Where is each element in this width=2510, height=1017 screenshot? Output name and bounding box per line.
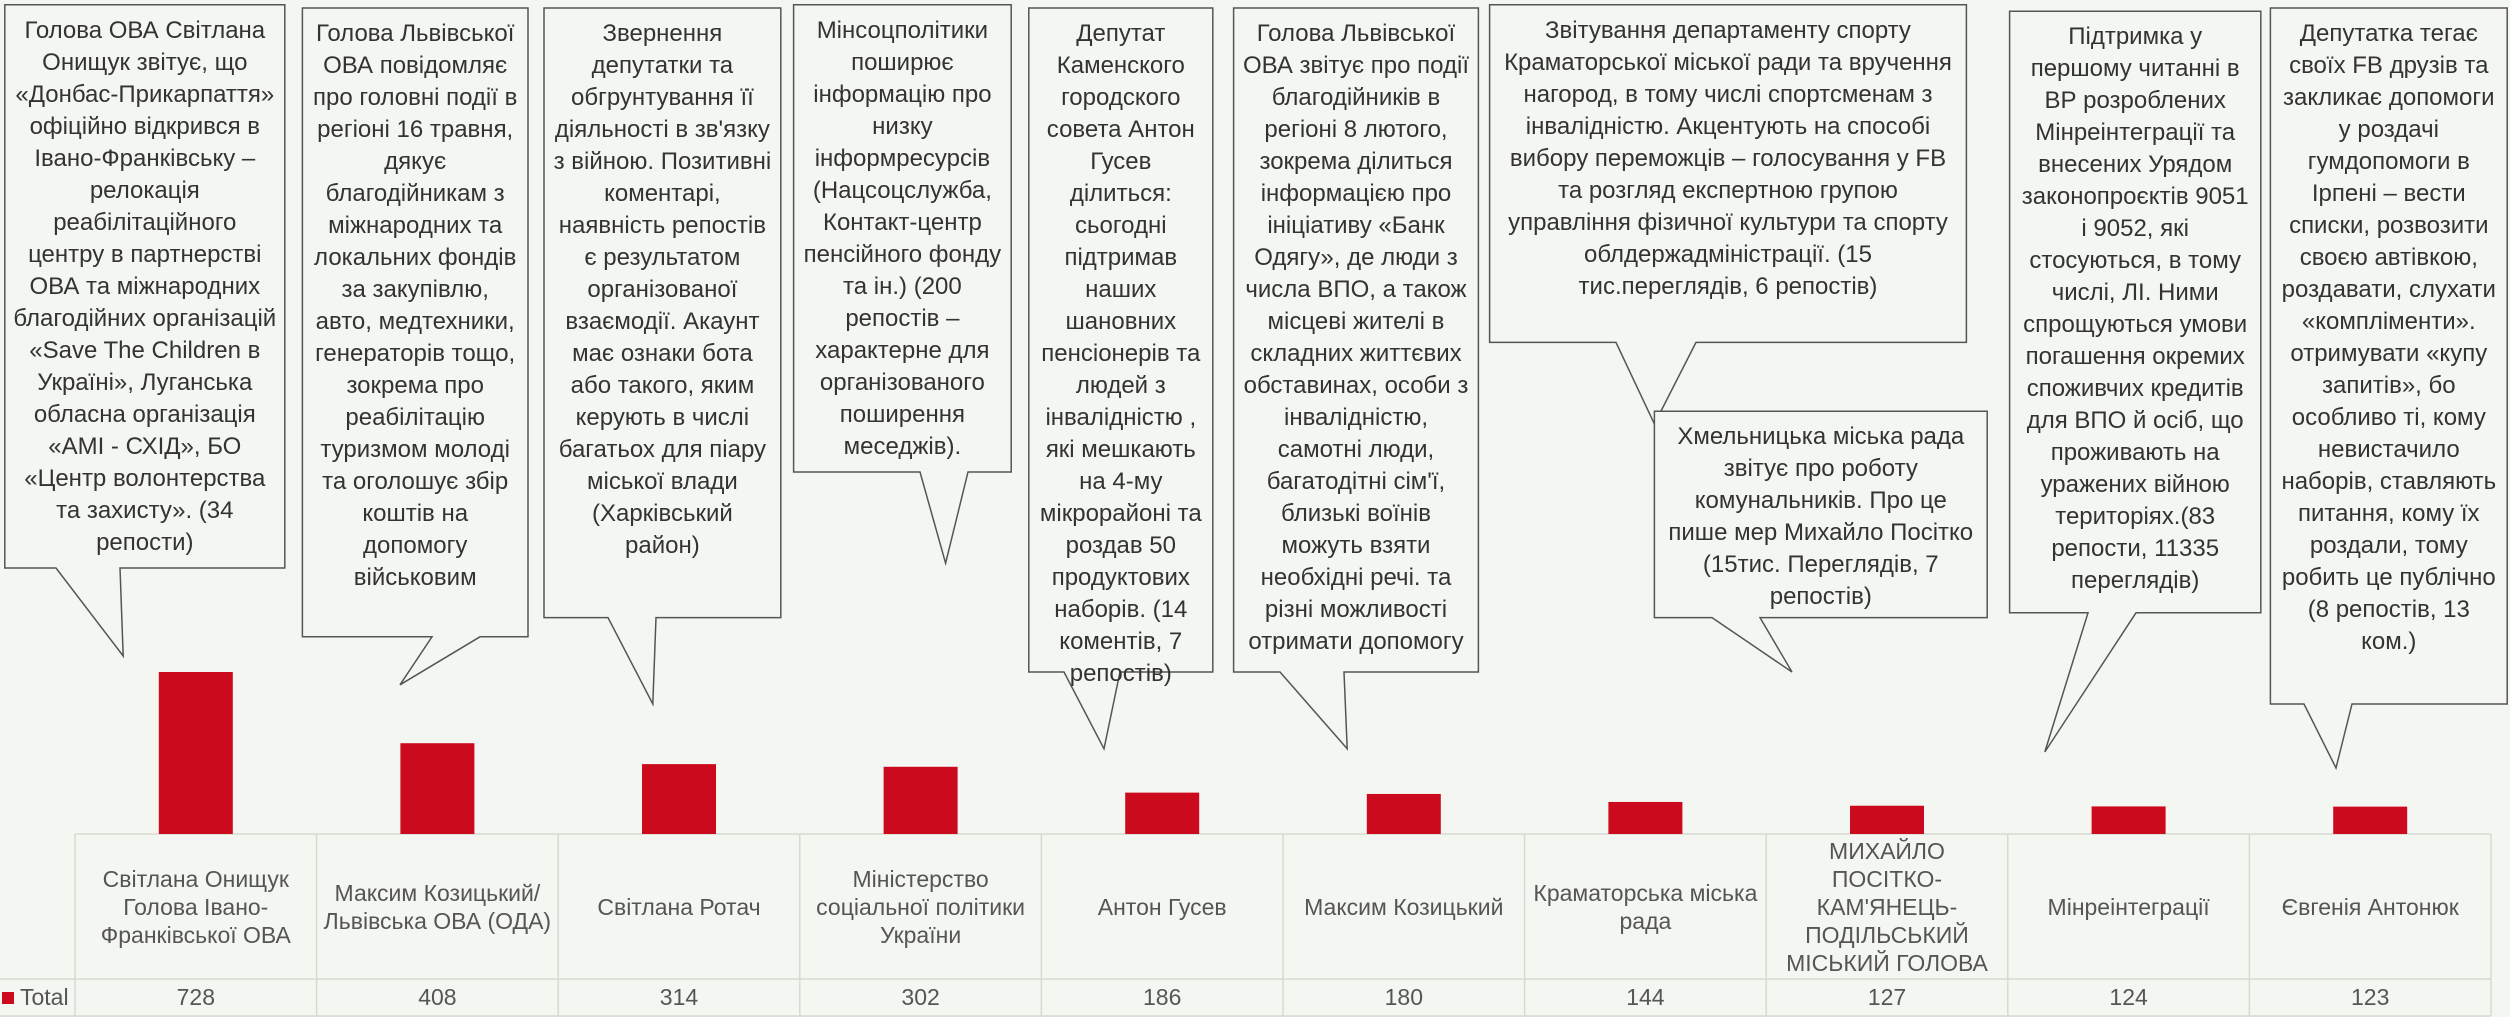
- bar: [400, 743, 475, 834]
- bar: [642, 764, 716, 834]
- callout-box: [4, 4, 286, 659]
- bar: [2333, 806, 2408, 834]
- legend-label: Total: [20, 984, 69, 1010]
- callout-box: [1488, 4, 1968, 426]
- value-label: 144: [1626, 984, 1665, 1010]
- callout-text: Голова Львівської ОВА повідомляє про гол…: [313, 20, 518, 591]
- category-label: Міністерство соціальної політики України: [816, 865, 1026, 948]
- category-label: Світлана Онищук Голова Івано-Франківсько…: [100, 865, 291, 948]
- bar: [883, 766, 958, 834]
- value-label: 314: [659, 984, 699, 1010]
- bar: [1125, 792, 1200, 834]
- value-label: 728: [176, 984, 215, 1010]
- bar: [1608, 801, 1683, 834]
- callout-text: Депутат Каменского городского совета Ант…: [1039, 20, 1202, 687]
- callout-box: [543, 7, 782, 707]
- callout-box: [301, 7, 529, 686]
- callout-text: Голова ОВА Світлана Онищук звітує, що «Д…: [13, 16, 277, 556]
- callout-text: Хмельницька міська рада звітує про робот…: [1668, 423, 1974, 611]
- category-label: Максим Козицький/Львівська ОВА (ОДА): [323, 879, 552, 934]
- callout-text: Депутатка тегає своїх FB друзів та закли…: [2281, 20, 2497, 655]
- value-label: 302: [901, 984, 940, 1010]
- callout-box: [1232, 7, 1480, 751]
- value-label: 186: [1143, 984, 1182, 1010]
- callout-box: [2269, 7, 2508, 771]
- legend-swatch: [2, 991, 14, 1004]
- value-label: 124: [2109, 984, 2148, 1010]
- value-label: 127: [1867, 984, 1907, 1010]
- category-label: Антон Гусев: [1097, 893, 1227, 920]
- category-label: Світлана Ротач: [597, 893, 761, 920]
- value-label: 408: [418, 984, 457, 1010]
- bar: [1850, 805, 1924, 834]
- callout-box: [1028, 7, 1214, 752]
- callout-text: Звернення депутатки та обгрунтування її …: [553, 20, 772, 559]
- callout-text: Підтримка у першому читанні в ВР розробл…: [2021, 23, 2249, 595]
- category-label: Краматорська міська рада: [1533, 879, 1758, 934]
- category-label: Мінреінтеграції: [2047, 893, 2210, 920]
- callout-box: [2008, 10, 2262, 753]
- category-label: Євгенія Антонюк: [2281, 893, 2459, 920]
- callout-box: [792, 4, 1012, 567]
- callout-text: Голова Львівської ОВА звітує про події б…: [1242, 20, 1469, 655]
- category-label: МИХАЙЛО ПОСІТКО-КАМ'ЯНЕЦЬ-ПОДІЛЬСЬКИЙ МІ…: [1786, 837, 1988, 976]
- value-label: 180: [1384, 984, 1423, 1010]
- legend: Total: [2, 979, 69, 1016]
- callout-text: Звітування департаменту спорту Краматорс…: [1504, 16, 1952, 300]
- bar: [2091, 806, 2166, 834]
- category-label: Максим Козицький: [1304, 893, 1504, 920]
- callout-text: Мінсоцполітики поширює інформацію про ни…: [803, 16, 1002, 460]
- bar: [1366, 793, 1441, 834]
- value-label: 123: [2351, 984, 2390, 1010]
- bar: [158, 672, 233, 834]
- callout-box: [1653, 410, 1988, 673]
